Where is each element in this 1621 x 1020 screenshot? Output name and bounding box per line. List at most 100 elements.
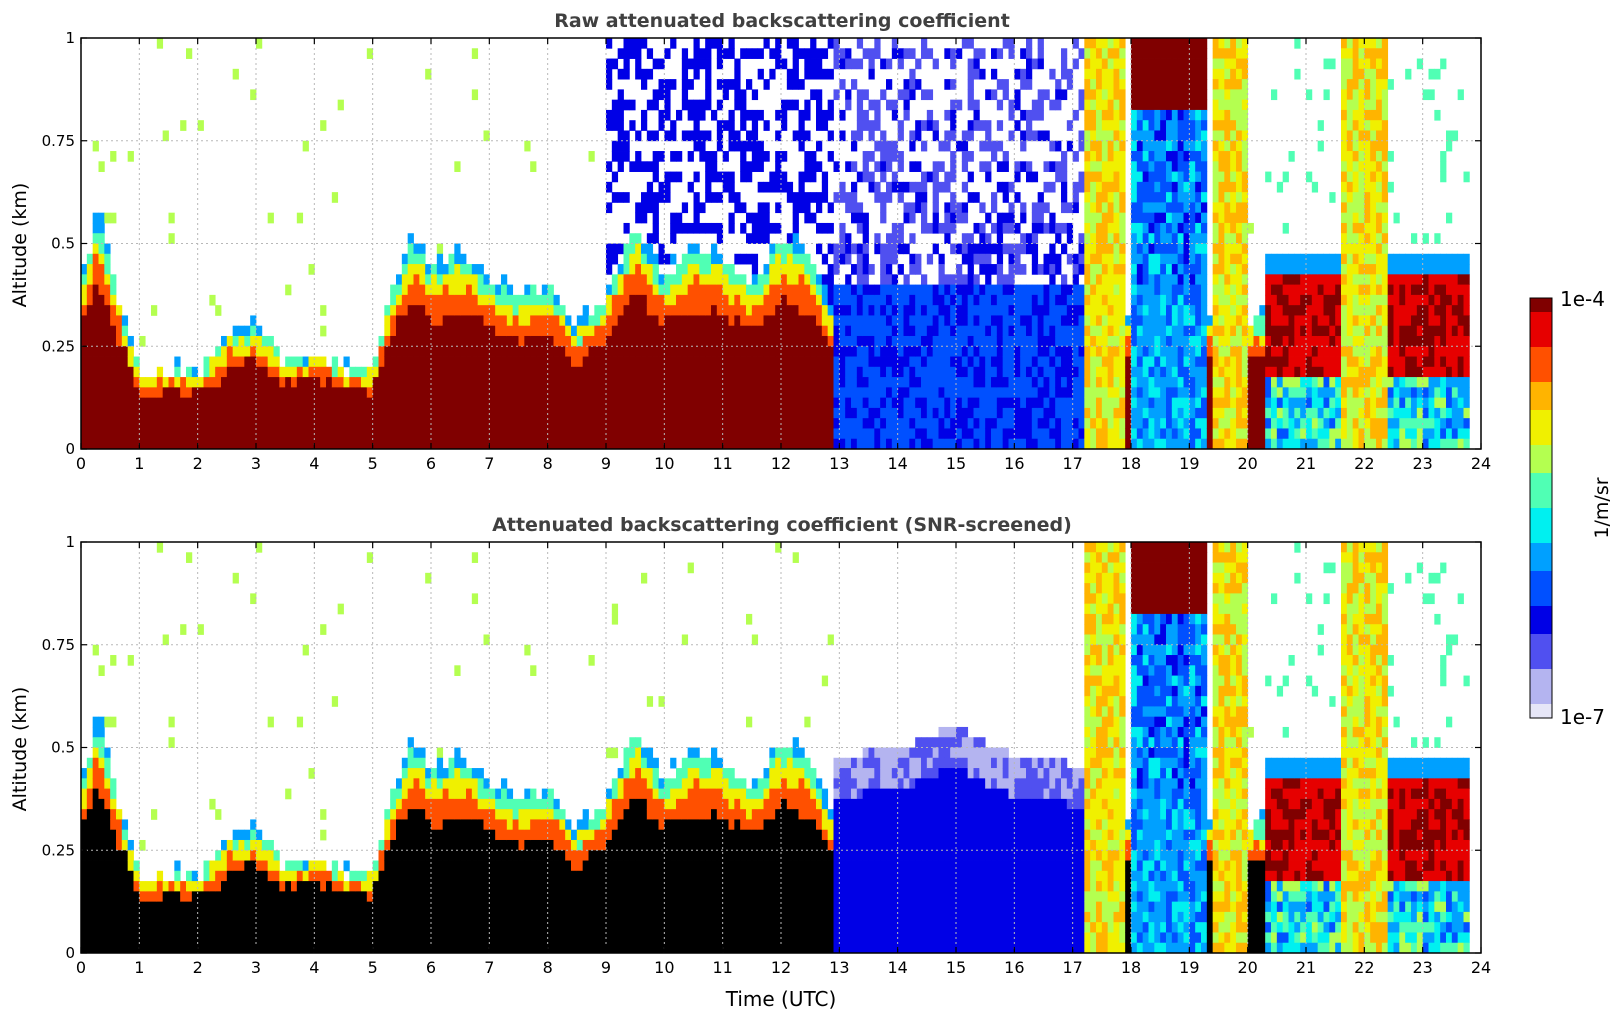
heatmap-cell bbox=[92, 264, 99, 275]
heatmap-cell bbox=[232, 356, 239, 368]
heatmap-cell bbox=[162, 407, 169, 419]
heatmap-cell bbox=[623, 130, 630, 142]
heatmap-cell bbox=[664, 428, 671, 440]
heatmap-cell bbox=[431, 356, 438, 368]
heatmap-cell bbox=[1195, 243, 1202, 255]
heatmap-cell bbox=[874, 233, 881, 244]
heatmap-cell bbox=[1014, 171, 1021, 183]
heatmap-cell bbox=[174, 407, 181, 419]
heatmap-cell bbox=[1201, 212, 1208, 224]
heatmap-cell bbox=[1020, 377, 1027, 388]
heatmap-cell bbox=[687, 305, 694, 316]
heatmap-cell bbox=[110, 151, 117, 162]
heatmap-cell bbox=[903, 284, 910, 296]
heatmap-cell bbox=[1055, 233, 1062, 244]
heatmap-cell bbox=[553, 377, 560, 388]
heatmap-cell bbox=[880, 89, 887, 101]
heatmap-cell bbox=[1090, 428, 1097, 440]
heatmap-cell bbox=[518, 325, 525, 337]
heatmap-cell bbox=[471, 274, 479, 286]
heatmap-cell bbox=[781, 346, 788, 357]
heatmap-cell bbox=[646, 274, 654, 286]
heatmap-cell bbox=[431, 315, 438, 327]
heatmap-cell bbox=[1177, 407, 1184, 419]
heatmap-cell bbox=[460, 407, 467, 419]
heatmap-cell bbox=[1276, 366, 1284, 378]
heatmap-cell bbox=[886, 233, 893, 244]
heatmap-cell bbox=[454, 346, 461, 357]
heatmap-cell bbox=[1346, 274, 1354, 286]
heatmap-cell bbox=[786, 407, 794, 419]
heatmap-cell bbox=[1020, 161, 1027, 172]
heatmap-cell bbox=[1148, 48, 1155, 59]
heatmap-cell bbox=[1236, 151, 1243, 162]
heatmap-cell bbox=[390, 284, 397, 296]
heatmap-cell bbox=[1346, 192, 1354, 203]
heatmap-cell bbox=[81, 325, 88, 337]
heatmap-cell bbox=[261, 438, 269, 450]
heatmap-cell bbox=[635, 346, 642, 357]
heatmap-cell bbox=[903, 89, 910, 101]
heatmap-cell bbox=[757, 274, 764, 286]
heatmap-cell bbox=[1061, 243, 1068, 255]
heatmap-cell bbox=[664, 397, 671, 409]
heatmap-cell bbox=[617, 151, 624, 162]
heatmap-cell bbox=[1195, 284, 1202, 296]
heatmap-cell bbox=[676, 305, 683, 316]
heatmap-cell bbox=[501, 356, 508, 368]
heatmap-cell bbox=[1346, 397, 1354, 409]
heatmap-cell bbox=[1078, 397, 1085, 409]
heatmap-cell bbox=[483, 130, 490, 142]
heatmap-cell bbox=[711, 192, 718, 203]
heatmap-cell bbox=[524, 407, 531, 419]
heatmap-cell bbox=[775, 181, 782, 193]
heatmap-cell bbox=[676, 315, 683, 327]
heatmap-cell bbox=[1043, 294, 1050, 306]
heatmap-cell bbox=[436, 284, 444, 296]
heatmap-cell bbox=[746, 109, 753, 121]
heatmap-cell bbox=[611, 109, 619, 121]
heatmap-cell bbox=[244, 335, 251, 347]
heatmap-cell bbox=[1224, 38, 1231, 49]
heatmap-cell bbox=[320, 438, 327, 450]
heatmap-cell bbox=[512, 305, 519, 316]
heatmap-cell bbox=[880, 264, 887, 275]
heatmap-cell bbox=[361, 407, 368, 419]
heatmap-cell bbox=[104, 418, 111, 429]
heatmap-cell bbox=[1142, 233, 1149, 244]
heatmap-cell bbox=[728, 109, 735, 121]
heatmap-cell bbox=[1160, 58, 1167, 70]
heatmap-cell bbox=[1265, 356, 1272, 368]
heatmap-cell bbox=[1148, 130, 1155, 142]
heatmap-cell bbox=[676, 222, 683, 234]
heatmap-cell bbox=[664, 130, 671, 142]
heatmap-cell bbox=[565, 335, 572, 347]
heatmap-cell bbox=[833, 294, 840, 306]
heatmap-cell bbox=[454, 253, 461, 265]
heatmap-cell bbox=[1218, 212, 1225, 224]
heatmap-cell bbox=[1212, 68, 1219, 80]
heatmap-cell bbox=[285, 356, 292, 368]
heatmap-cell bbox=[658, 366, 665, 378]
heatmap-cell bbox=[1131, 99, 1138, 111]
heatmap-cell bbox=[401, 284, 409, 296]
heatmap-cell bbox=[250, 315, 257, 327]
heatmap-cell bbox=[880, 130, 887, 142]
heatmap-cell bbox=[110, 305, 117, 316]
heatmap-cell bbox=[763, 38, 770, 49]
heatmap-cell bbox=[320, 120, 327, 131]
heatmap-cell bbox=[1020, 233, 1027, 244]
heatmap-cell bbox=[623, 38, 630, 49]
heatmap-cell bbox=[751, 346, 759, 357]
heatmap-cell bbox=[1195, 407, 1202, 419]
heatmap-cell bbox=[407, 387, 414, 399]
heatmap-cell bbox=[576, 346, 584, 357]
heatmap-cell bbox=[705, 161, 712, 172]
heatmap-cell bbox=[886, 428, 893, 440]
heatmap-cell bbox=[1218, 377, 1225, 388]
heatmap-cell bbox=[1055, 253, 1062, 265]
heatmap-cell bbox=[384, 305, 391, 316]
heatmap-cell bbox=[1072, 38, 1079, 49]
heatmap-cell bbox=[816, 356, 823, 368]
heatmap-cell bbox=[413, 418, 420, 429]
